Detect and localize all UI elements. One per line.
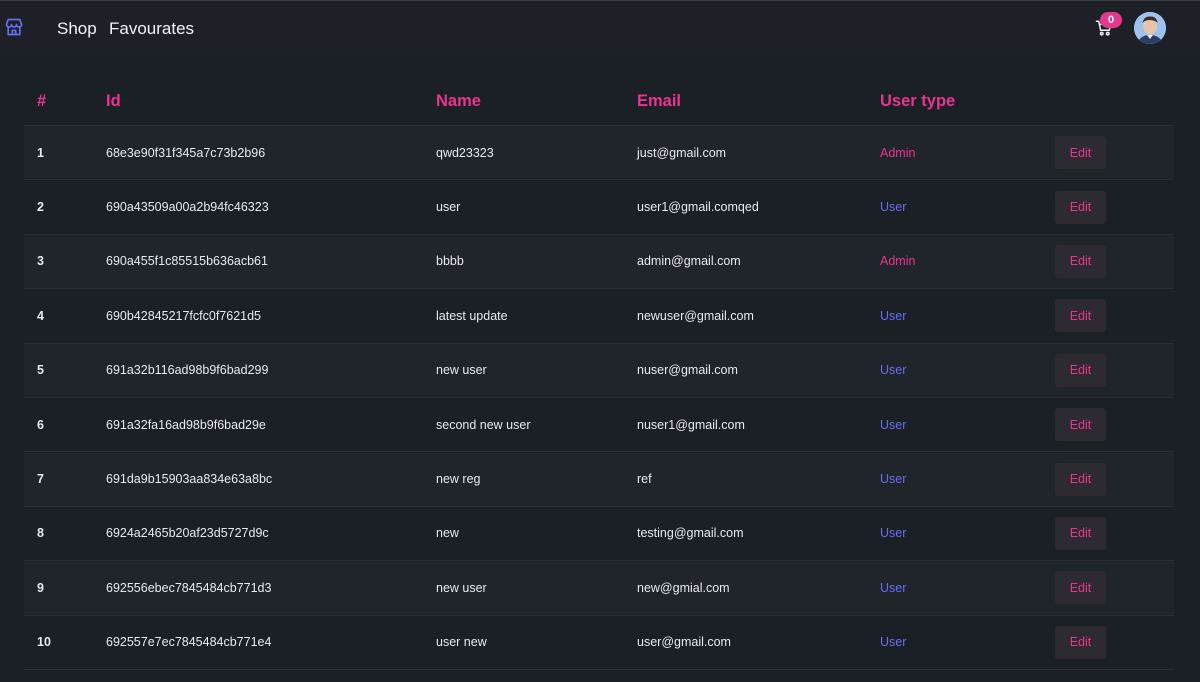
row-number: 4 (37, 308, 44, 323)
row-number: 3 (37, 254, 44, 269)
edit-button[interactable]: Edit (1055, 244, 1106, 278)
users-table: # Id Name Email User type 1 68e3e90f31f34… (24, 78, 1174, 670)
row-id: 690a455f1c85515b636acb61 (106, 254, 268, 269)
row-user-type: User (880, 635, 907, 650)
header-email: Email (637, 92, 682, 110)
nav-link-shop[interactable]: Shop (57, 19, 97, 38)
header-number: # (37, 92, 47, 110)
row-number: 9 (37, 580, 44, 595)
row-number: 5 (37, 363, 44, 378)
row-number: 8 (37, 526, 44, 541)
row-name: user new (436, 635, 487, 650)
store-icon[interactable] (4, 17, 24, 37)
table-row: 4 690b42845217fcfc0f7621d5 latest update ne… (24, 289, 1174, 344)
row-user-type: User (880, 472, 907, 487)
row-email: user@gmail.com (637, 635, 731, 650)
edit-button[interactable]: Edit (1055, 353, 1106, 387)
row-user-type: Admin (880, 254, 916, 269)
row-user-type: User (880, 580, 907, 595)
table-row: 2 690a43509a00a2b94fc46323 user user1@gmail… (24, 180, 1174, 235)
table-row: 7 691da9b15903aa834e63a8bc new reg ref User E… (24, 452, 1174, 507)
row-user-type: User (880, 200, 907, 215)
edit-button[interactable]: Edit (1055, 462, 1106, 496)
row-actions: Edit (1055, 561, 1106, 614)
row-name: new (436, 526, 459, 541)
row-id: 691a32b116ad98b9f6bad299 (106, 363, 269, 378)
row-name: bbbb (436, 254, 464, 269)
table-row: 3 690a455f1c85515b636acb61 bbbb admin@gmail… (24, 234, 1174, 290)
row-email: just@gmail.com (637, 145, 727, 160)
table-row: 10 692557e7ec7845484cb771e4 user new user@g… (24, 615, 1174, 670)
header-id: Id (106, 92, 121, 110)
row-number: 6 (37, 417, 44, 432)
row-id: 692556ebec7845484cb771d3 (106, 580, 272, 595)
table-header-row: # Id Name Email User type (24, 78, 1174, 126)
cart-count-badge: 0 (1100, 12, 1122, 28)
row-number: 10 (37, 635, 51, 650)
table-body: 1 68e3e90f31f345a7c73b2b96 qwd23323 just@gm… (24, 126, 1174, 670)
row-actions: Edit (1055, 235, 1106, 288)
row-id: 692557e7ec7845484cb771e4 (106, 635, 272, 650)
row-number: 1 (37, 145, 44, 160)
row-email: admin@gmail.com (637, 254, 741, 269)
row-user-type: User (880, 308, 907, 323)
edit-button[interactable]: Edit (1055, 516, 1106, 550)
row-actions: Edit (1055, 180, 1106, 233)
row-email: nuser1@gmail.com (637, 417, 745, 432)
row-id: 690a43509a00a2b94fc46323 (106, 200, 269, 215)
row-email: user1@gmail.comqed (637, 200, 759, 215)
header-user-type: User type (880, 92, 956, 110)
row-user-type: User (880, 526, 907, 541)
table-row: 1 68e3e90f31f345a7c73b2b96 qwd23323 just@gm… (24, 126, 1174, 181)
row-email: newuser@gmail.com (637, 308, 754, 323)
header-name: Name (436, 92, 481, 110)
row-name: second new user (436, 417, 531, 432)
row-id: 6924a2465b20af23d5727d9c (106, 526, 269, 541)
row-name: user (436, 200, 461, 215)
row-name: new reg (436, 472, 481, 487)
avatar-image (1134, 12, 1166, 44)
row-user-type: Admin (880, 145, 916, 160)
row-email: nuser@gmail.com (637, 363, 738, 378)
row-actions: Edit (1055, 616, 1106, 669)
row-actions: Edit (1055, 398, 1106, 451)
edit-button[interactable]: Edit (1055, 136, 1106, 170)
table-row: 5 691a32b116ad98b9f6bad299 new user nuser@g… (24, 343, 1174, 398)
row-number: 7 (37, 472, 44, 487)
edit-button[interactable]: Edit (1055, 571, 1106, 605)
edit-button[interactable]: Edit (1055, 408, 1106, 442)
row-actions: Edit (1055, 507, 1106, 560)
row-email: ref (637, 472, 652, 487)
row-actions: Edit (1055, 344, 1106, 397)
row-id: 691da9b15903aa834e63a8bc (106, 472, 273, 487)
table-row: 9 692556ebec7845484cb771d3 new user new@gmi… (24, 561, 1174, 616)
row-name: qwd23323 (436, 145, 494, 160)
row-number: 2 (37, 200, 44, 215)
row-email: testing@gmail.com (637, 526, 744, 541)
row-actions: Edit (1055, 289, 1106, 342)
table-row: 8 6924a2465b20af23d5727d9c new testing@gmai… (24, 506, 1174, 562)
row-id: 691a32fa16ad98b9f6bad29e (106, 417, 266, 432)
user-avatar[interactable] (1134, 12, 1166, 44)
row-user-type: User (880, 417, 907, 432)
edit-button[interactable]: Edit (1055, 190, 1106, 224)
row-name: latest update (436, 308, 508, 323)
row-email: new@gmial.com (637, 580, 730, 595)
row-name: new user (436, 580, 487, 595)
edit-button[interactable]: Edit (1055, 625, 1106, 659)
row-actions: Edit (1055, 126, 1106, 179)
edit-button[interactable]: Edit (1055, 299, 1106, 333)
row-id: 690b42845217fcfc0f7621d5 (106, 308, 262, 323)
nav-link-favourites[interactable]: Favourates (109, 19, 195, 38)
navbar: Shop Favourates 0 (0, 0, 1200, 55)
row-user-type: User (880, 363, 907, 378)
row-name: new user (436, 363, 487, 378)
row-actions: Edit (1055, 452, 1106, 505)
row-id: 68e3e90f31f345a7c73b2b96 (106, 145, 266, 160)
table-row: 6 691a32fa16ad98b9f6bad29e second new user… (24, 397, 1174, 453)
